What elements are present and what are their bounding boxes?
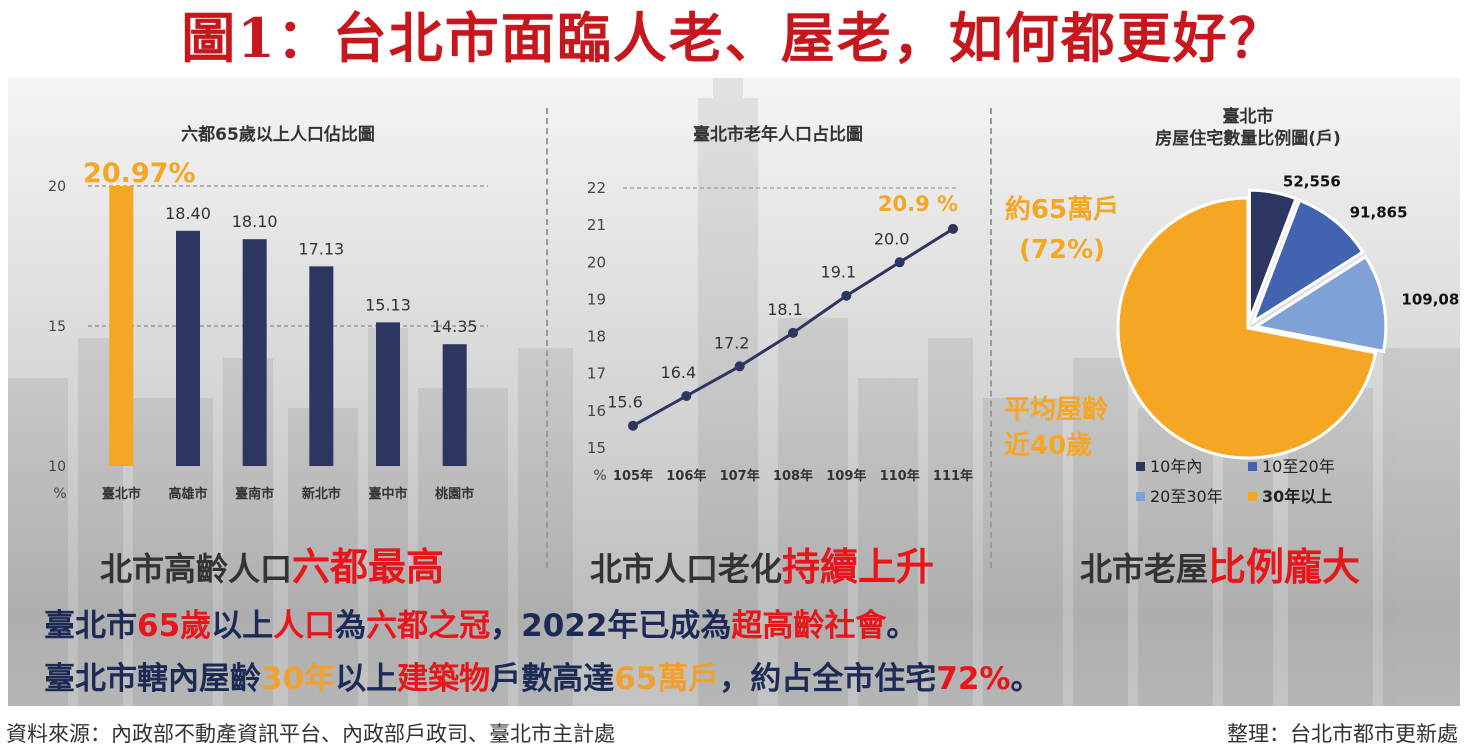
pie-slice-1 [1250, 198, 1365, 326]
summary-line-2: 臺北市轄內屋齡30年以上建築物戶數高達65萬戶，約占全市住宅72%。 [44, 661, 1042, 697]
line-x-tick-label: 111年 [933, 468, 973, 484]
footer-credit: 整理：台北市都市更新處 [1227, 722, 1458, 746]
line-value-label: 20.9 % [878, 192, 958, 216]
bar-y-tick-label: 10 [48, 459, 66, 475]
bar-y-unit: % [53, 486, 66, 502]
line-x-tick-label: 106年 [666, 468, 706, 484]
bar-value-label: 20.97% [83, 158, 195, 189]
line-series [632, 227, 954, 428]
divider-right [990, 108, 992, 568]
subtitle-2: 北市人口老化持續上升 [590, 545, 935, 589]
line-point-6 [948, 223, 958, 234]
pie-annotation-age-1: 平均屋齡 [1004, 395, 1108, 425]
bar-x-tick-label: 高雄市 [168, 486, 207, 502]
line-value-label: 16.4 [661, 363, 697, 382]
line-value-label: 19.1 [821, 263, 857, 282]
bar-value-label: 18.40 [165, 204, 211, 223]
line-y-tick-label: 18 [587, 328, 606, 346]
bar-x-tick-label: 新北市 [302, 486, 341, 502]
pie-annotation-count: 約65萬戶 [1005, 194, 1119, 225]
line-chart: 22 21 20 19 18 17 16 15% 15.6 105年 16.4 106年 17.2 107… [587, 179, 973, 484]
legend-item-10-years: 10年內 [1136, 453, 1202, 477]
bar-5 [442, 344, 467, 466]
bar-x-tick-label: 臺南市 [235, 486, 274, 502]
pie-slice-0 [1247, 188, 1298, 321]
bar-y-tick-label: 20 [48, 179, 66, 195]
bar-value-label: 14.35 [432, 317, 478, 336]
line-x-tick-label: 109年 [826, 468, 866, 484]
bar-4 [376, 322, 400, 466]
page-title: 圖1：台北市面臨人老、屋老，如何都更好？ [181, 6, 1285, 70]
pie-value-label: 52,556 [1283, 172, 1341, 190]
line-point-1 [681, 391, 692, 401]
infographic-panel: 六都65歲以上人口佔比圖 20 15 10% 20.97% 臺北市 18.40 高雄市 18.… [8, 78, 1460, 706]
subtitle-3: 北市老屋比例龐大 [1080, 545, 1361, 589]
line-y-tick-label: 17 [587, 365, 606, 383]
line-value-label: 17.2 [714, 333, 750, 352]
bar-1 [176, 230, 200, 466]
bar-0 [109, 186, 134, 466]
bar-value-label: 17.13 [298, 239, 344, 258]
pie-title-line1: 臺北市 房屋住宅數量比例圖(戶) [1155, 107, 1341, 149]
subtitle-1: 北市高齡人口六都最高 [100, 545, 445, 589]
pie-chart-title: 臺北市 房屋住宅數量比例圖(戶) [1108, 106, 1388, 150]
bar-x-tick-label: 臺北市 [102, 486, 141, 502]
line-point-4 [841, 290, 852, 301]
line-value-label: 18.1 [767, 300, 803, 319]
pie-slice-3 [1116, 196, 1378, 460]
bar-value-label: 18.10 [232, 212, 278, 231]
bar-chart-title: 六都65歲以上人口佔比圖 [181, 125, 375, 145]
bar-x-tick-label: 桃園市 [435, 486, 474, 502]
line-point-2 [734, 361, 745, 372]
line-x-tick-label: 110年 [880, 468, 920, 484]
line-x-tick-label: 108年 [773, 468, 813, 484]
bar-3 [309, 266, 334, 466]
legend-item-10-20-years: 10至20年 [1248, 453, 1335, 477]
summary-line-1: 臺北市65歲以上人口為六都之冠，2022年已成為超高齡社會。 [44, 608, 918, 644]
bar-value-label: 15.13 [365, 295, 411, 314]
pie-value-label: 109,087 [1401, 290, 1460, 308]
bar-chart: 20 15 10% 20.97% 臺北市 18.40 高雄市 18.10 臺南市 17.13 新北市… [48, 158, 488, 502]
line-y-unit: % [593, 468, 606, 484]
line-point-5 [894, 257, 905, 268]
line-x-tick-label: 105年 [613, 468, 653, 484]
divider-left [546, 108, 548, 568]
line-value-label: 20.0 [874, 229, 910, 248]
line-y-tick-label: 16 [587, 402, 606, 420]
line-x-tick-label: 107年 [720, 468, 760, 484]
line-chart-title: 臺北市老年人口占比圖 [693, 125, 863, 145]
line-y-tick-label: 22 [587, 179, 606, 197]
line-value-label: 15.6 [607, 393, 643, 412]
line-point-3 [788, 327, 798, 338]
pie-slice-2 [1251, 254, 1388, 354]
bar-x-tick-label: 臺中市 [368, 486, 407, 502]
footer-source: 資料來源：內政部不動產資訊平台、內政部戶政司、臺北市主計處 [6, 722, 615, 746]
pie-annotation-percent: (72%) [1019, 235, 1105, 265]
line-point-0 [628, 420, 638, 431]
pie-value-label: 91,865 [1350, 203, 1408, 221]
bar-y-tick-label: 15 [48, 319, 66, 335]
line-y-tick-label: 19 [587, 290, 606, 308]
line-y-tick-label: 21 [587, 216, 606, 234]
bar-2 [242, 239, 267, 466]
line-y-tick-label: 20 [587, 253, 606, 271]
legend-item-30-plus-years: 30年以上 [1248, 483, 1332, 507]
line-y-tick-label: 15 [587, 439, 606, 457]
pie-annotation-age-2: 近40歲 [1004, 431, 1092, 461]
legend-item-20-30-years: 20至30年 [1136, 483, 1223, 507]
